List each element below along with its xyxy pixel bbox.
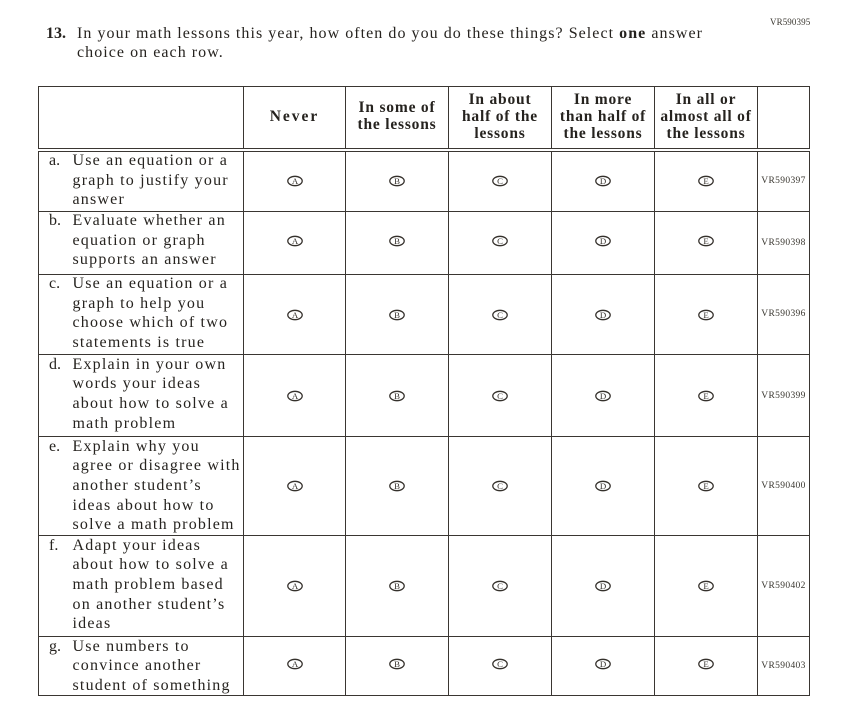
svg-text:C: C [497, 176, 503, 186]
svg-text:A: A [291, 176, 298, 186]
svg-text:C: C [497, 391, 503, 401]
svg-text:D: D [600, 236, 606, 246]
svg-text:E: E [703, 176, 708, 186]
svg-text:B: B [394, 176, 400, 186]
svg-text:E: E [703, 391, 708, 401]
svg-text:A: A [291, 581, 298, 591]
svg-text:A: A [291, 659, 298, 669]
svg-text:A: A [291, 481, 298, 491]
svg-text:E: E [703, 236, 708, 246]
svg-text:C: C [497, 236, 503, 246]
svg-text:C: C [497, 310, 503, 320]
svg-text:E: E [703, 310, 708, 320]
svg-text:A: A [291, 236, 298, 246]
svg-text:B: B [394, 581, 400, 591]
svg-text:C: C [497, 581, 503, 591]
svg-text:C: C [497, 481, 503, 491]
svg-text:B: B [394, 391, 400, 401]
svg-text:B: B [394, 310, 400, 320]
svg-text:B: B [394, 481, 400, 491]
svg-text:D: D [600, 176, 606, 186]
svg-text:E: E [703, 581, 708, 591]
svg-text:D: D [600, 481, 606, 491]
svg-text:C: C [497, 659, 503, 669]
svg-text:D: D [600, 659, 606, 669]
svg-text:A: A [291, 391, 298, 401]
svg-text:E: E [703, 481, 708, 491]
svg-text:A: A [291, 310, 298, 320]
svg-text:D: D [600, 581, 606, 591]
svg-text:B: B [394, 236, 400, 246]
svg-text:D: D [600, 310, 606, 320]
svg-text:D: D [600, 391, 606, 401]
svg-text:E: E [703, 659, 708, 669]
svg-text:B: B [394, 659, 400, 669]
